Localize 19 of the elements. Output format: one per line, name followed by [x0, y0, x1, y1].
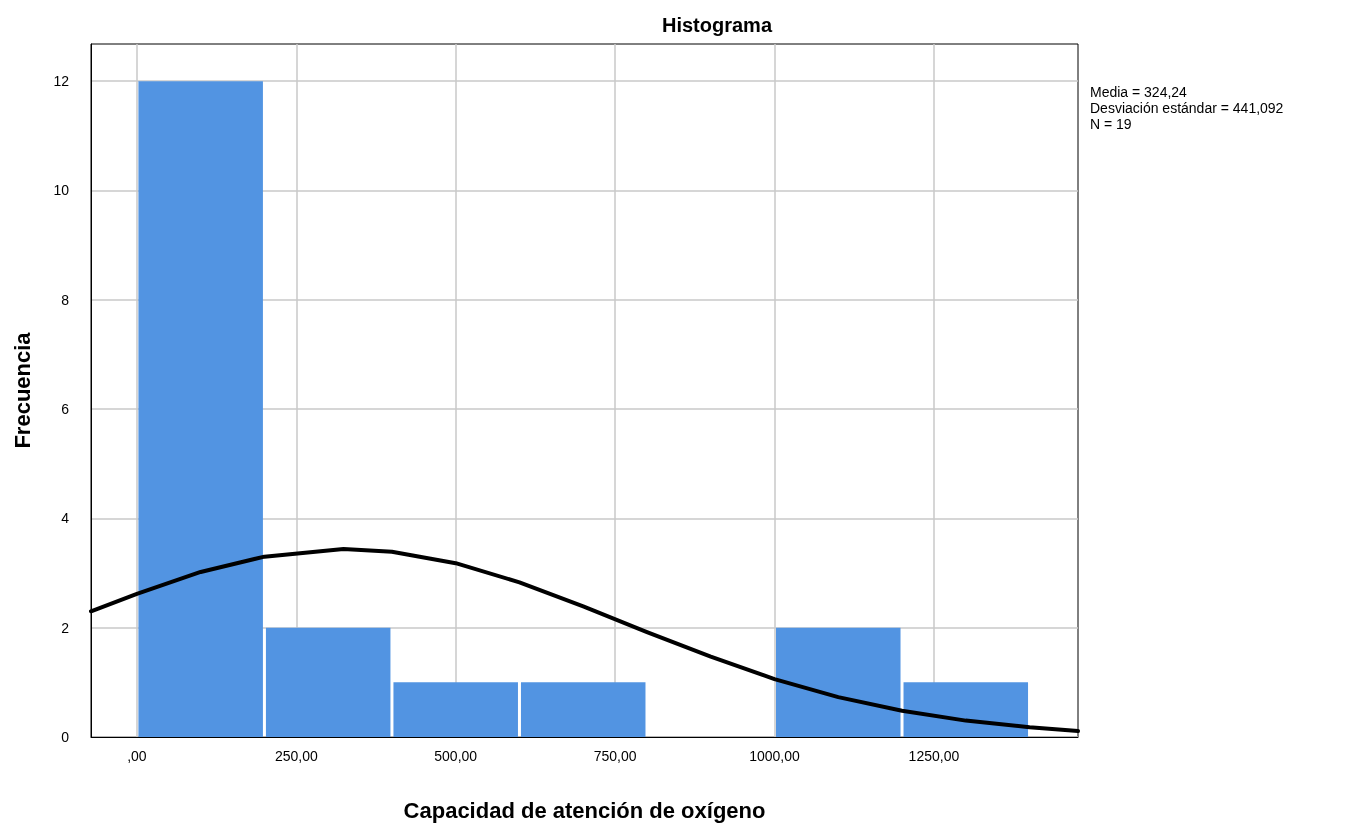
- x-tick-label: 500,00: [434, 748, 478, 764]
- x-tick-label: ,00: [127, 748, 147, 764]
- text: Media = 324,24: [1090, 84, 1188, 100]
- y-tick-label: 0: [61, 729, 70, 745]
- x-axis-title: Capacidad de atención de oxígeno: [403, 797, 766, 823]
- y-tick-label: 8: [61, 291, 70, 308]
- x-tick-label: 1250,00: [908, 748, 960, 764]
- y-tick-label: 12: [53, 73, 70, 90]
- text: N = 19: [1090, 116, 1132, 132]
- y-axis-title: Frecuencia: [9, 331, 35, 449]
- y-tick-label: 4: [61, 510, 70, 527]
- y-tick-label: 6: [61, 401, 70, 418]
- x-tick-label: 250,00: [274, 748, 318, 764]
- y-tick-label: 10: [53, 182, 70, 199]
- text: Desviación estándar = 441,092: [1090, 100, 1284, 116]
- x-tick-label: 1000,00: [749, 748, 801, 764]
- x-tick-label: 750,00: [593, 748, 637, 764]
- y-tick-label: 2: [61, 619, 70, 636]
- chart-title: Histograma: [661, 14, 773, 36]
